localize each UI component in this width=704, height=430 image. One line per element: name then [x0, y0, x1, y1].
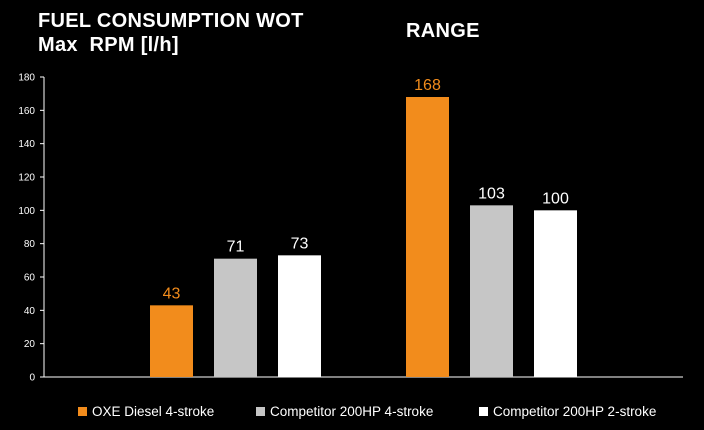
legend-swatch-competitor-2stroke	[479, 407, 488, 416]
fuel-consumption-title-line2: Max RPM [l/h]	[38, 34, 179, 56]
y-tick-label: 0	[29, 373, 35, 384]
y-tick-label: 40	[24, 306, 36, 317]
bar	[214, 258, 257, 377]
legend-label-oxe: OXE Diesel 4-stroke	[92, 404, 215, 419]
bar	[406, 97, 449, 377]
legend-label-competitor-4stroke: Competitor 200HP 4-stroke	[270, 404, 434, 419]
y-tick-label: 80	[24, 239, 36, 250]
bar-value-label: 100	[542, 190, 569, 207]
range-title: RANGE	[406, 20, 480, 42]
bar	[534, 210, 577, 377]
y-tick-label: 60	[24, 273, 36, 284]
fuel-consumption-title: FUEL CONSUMPTION WOT Max RPM [l/h]	[38, 9, 304, 57]
bar-value-label: 71	[227, 239, 245, 256]
legend-swatch-oxe	[78, 407, 87, 416]
chart-legend: OXE Diesel 4-stroke Competitor 200HP 4-s…	[0, 404, 704, 424]
legend-item-competitor-2stroke: Competitor 200HP 2-stroke	[479, 404, 656, 419]
bar-value-label: 43	[163, 285, 181, 302]
bar	[150, 305, 193, 377]
fuel-consumption-title-line1: FUEL CONSUMPTION WOT	[38, 10, 304, 32]
legend-label-competitor-2stroke: Competitor 200HP 2-stroke	[493, 404, 657, 419]
legend-swatch-competitor-4stroke	[256, 407, 265, 416]
bar-value-label: 103	[478, 185, 505, 202]
y-tick-label: 160	[18, 106, 35, 117]
y-tick-label: 20	[24, 339, 36, 350]
y-tick-label: 180	[18, 73, 35, 84]
y-tick-label: 100	[18, 206, 35, 217]
legend-item-competitor-4stroke: Competitor 200HP 4-stroke	[256, 404, 433, 419]
legend-item-oxe: OXE Diesel 4-stroke	[78, 404, 214, 419]
bar-chart: 0 20 40 60 80 100 120 140 160 180 43 71 73 168 103 100	[18, 73, 683, 384]
y-tick-label: 120	[18, 173, 35, 184]
bar	[278, 255, 321, 377]
bar-value-label: 168	[414, 77, 441, 94]
bar-value-label: 73	[291, 235, 309, 252]
y-tick-label: 140	[18, 139, 35, 150]
bar	[470, 205, 513, 377]
